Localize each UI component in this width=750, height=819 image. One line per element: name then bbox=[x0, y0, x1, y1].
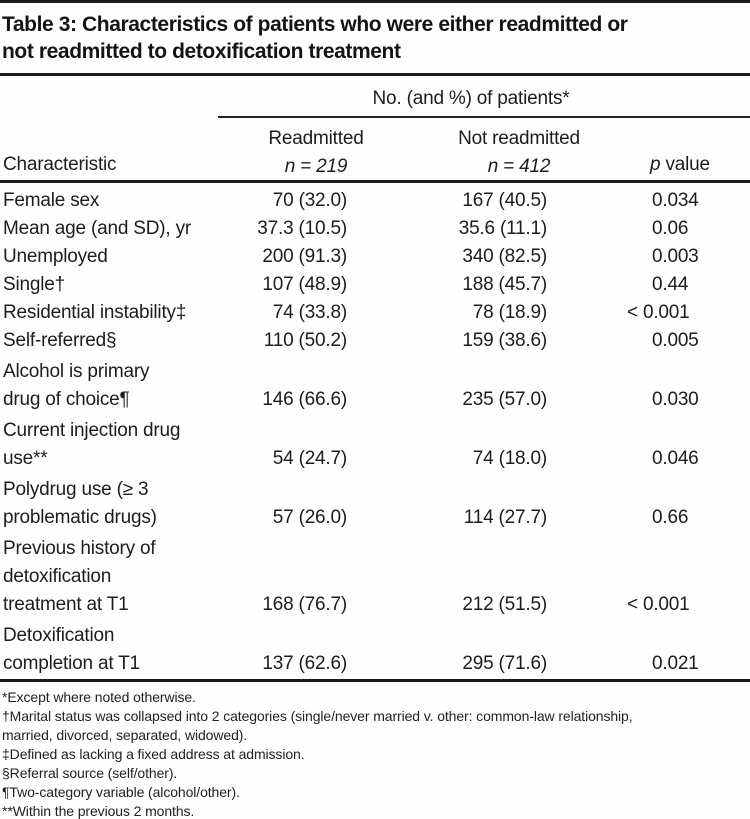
top-rule bbox=[0, 0, 750, 3]
characteristic-cell: Female sex bbox=[3, 190, 100, 211]
not-readmitted-cell: 74 (18.0) bbox=[472, 448, 547, 469]
table-row: Alcohol is primary drug of choice¶ 146 (6… bbox=[0, 358, 750, 414]
characteristic-cell: Unemployed bbox=[3, 246, 108, 267]
column-header-p-value: p value bbox=[650, 154, 710, 176]
footnote: ‡Defined as lacking a fixed address at a… bbox=[2, 746, 305, 762]
footnotes: *Except where noted otherwise. †Marital s… bbox=[2, 688, 750, 819]
readmitted-cell: 74 (33.8) bbox=[272, 302, 347, 323]
footnote: *Except where noted otherwise. bbox=[2, 689, 196, 705]
column-headers: Characteristic Readmitted n = 219 Not re… bbox=[0, 118, 750, 180]
not-readmitted-cell: 35.6 (11.1) bbox=[458, 218, 547, 239]
readmitted-cell: 146 (66.6) bbox=[262, 389, 347, 410]
p-value-cell: < 0.001 bbox=[627, 302, 690, 323]
p-value-cell: 0.030 bbox=[652, 389, 699, 410]
spanner-header: No. (and %) of patients* bbox=[372, 88, 570, 109]
table-row: Self-referred§ 110 (50.2) 159 (38.6) 0.005 bbox=[0, 327, 750, 355]
characteristic-cell: Alcohol is primary drug of choice¶ bbox=[3, 361, 150, 410]
readmitted-cell: 54 (24.7) bbox=[272, 448, 347, 469]
characteristic-cell: Self-referred§ bbox=[3, 330, 117, 351]
not-readmitted-cell: 114 (27.7) bbox=[463, 507, 547, 528]
p-value-cell: 0.44 bbox=[652, 274, 689, 295]
table-body: Female sex 70 (32.0) 167 (40.5) 0.034 Mean a… bbox=[0, 183, 750, 678]
not-readmitted-cell: 188 (45.7) bbox=[462, 274, 547, 295]
readmitted-n: n = 219 bbox=[284, 156, 348, 177]
table-title: Table 3: Characteristics of patients who… bbox=[2, 13, 628, 63]
readmitted-cell: 200 (91.3) bbox=[262, 246, 347, 267]
not-readmitted-cell: 212 (51.5) bbox=[462, 594, 547, 615]
p-value-cell: 0.003 bbox=[652, 246, 699, 267]
characteristic-cell: Single† bbox=[3, 274, 65, 295]
not-readmitted-cell: 78 (18.9) bbox=[472, 302, 547, 323]
not-readmitted-cell: 340 (82.5) bbox=[462, 246, 547, 267]
spanner-rule bbox=[218, 116, 750, 118]
readmitted-cell: 70 (32.0) bbox=[272, 190, 347, 211]
column-header-not-readmitted: Not readmitted n = 412 bbox=[443, 125, 595, 181]
footnote: §Referral source (self/other). bbox=[2, 765, 178, 781]
not-readmitted-n: n = 412 bbox=[487, 156, 551, 177]
title-rule bbox=[0, 73, 750, 76]
footnote: ¶Two-category variable (alcohol/other). bbox=[2, 784, 240, 800]
readmitted-cell: 110 (50.2) bbox=[263, 330, 347, 351]
p-value-cell: 0.034 bbox=[652, 190, 699, 211]
table-row: Detoxification completion at T1 137 (62.6… bbox=[0, 622, 750, 678]
characteristic-cell: Residential instability‡ bbox=[3, 302, 187, 323]
characteristic-cell: Detoxification completion at T1 bbox=[3, 625, 140, 674]
not-readmitted-cell: 235 (57.0) bbox=[462, 389, 547, 410]
table-row: Unemployed 200 (91.3) 340 (82.5) 0.003 bbox=[0, 243, 750, 271]
characteristic-cell: Previous history of detoxification treat… bbox=[3, 538, 156, 615]
footnote: **Within the previous 2 months. bbox=[2, 803, 195, 819]
p-value-cell: 0.66 bbox=[652, 507, 689, 528]
p-value-cell: < 0.001 bbox=[627, 594, 690, 615]
p-value-cell: 0.06 bbox=[652, 218, 689, 239]
not-readmitted-cell: 167 (40.5) bbox=[462, 190, 547, 211]
characteristic-cell: Current injection drug use** bbox=[3, 420, 181, 469]
not-readmitted-cell: 295 (71.6) bbox=[462, 653, 547, 674]
readmitted-cell: 168 (76.7) bbox=[262, 594, 347, 615]
table-row: Residential instability‡ 74 (33.8) 78 (18.… bbox=[0, 299, 750, 327]
readmitted-label: Readmitted bbox=[268, 128, 364, 149]
p-value-cell: 0.021 bbox=[652, 653, 699, 674]
table-row: Previous history of detoxification treat… bbox=[0, 535, 750, 619]
readmitted-cell: 107 (48.9) bbox=[262, 274, 347, 295]
characteristic-cell: Polydrug use (≥ 3 problematic drugs) bbox=[3, 479, 157, 528]
readmitted-cell: 37.3 (10.5) bbox=[257, 218, 347, 239]
table-row: Polydrug use (≥ 3 problematic drugs) 57 (… bbox=[0, 476, 750, 532]
not-readmitted-cell: 159 (38.6) bbox=[462, 330, 547, 351]
header-rule bbox=[0, 180, 750, 183]
table-row: Single† 107 (48.9) 188 (45.7) 0.44 bbox=[0, 271, 750, 299]
characteristic-cell: Mean age (and SD), yr bbox=[3, 218, 191, 239]
readmitted-cell: 137 (62.6) bbox=[262, 653, 347, 674]
table-row: Mean age (and SD), yr 37.3 (10.5) 35.6 (11… bbox=[0, 215, 750, 243]
footnote: †Marital status was collapsed into 2 cat… bbox=[2, 708, 633, 743]
not-readmitted-label: Not readmitted bbox=[458, 128, 580, 149]
p-value-cell: 0.005 bbox=[652, 330, 699, 351]
column-header-readmitted: Readmitted n = 219 bbox=[240, 125, 392, 181]
p-symbol: p bbox=[650, 154, 661, 175]
bottom-rule bbox=[0, 679, 750, 682]
table-row: Female sex 70 (32.0) 167 (40.5) 0.034 bbox=[0, 187, 750, 215]
readmitted-cell: 57 (26.0) bbox=[272, 507, 347, 528]
column-header-characteristic: Characteristic bbox=[3, 154, 117, 175]
table-row: Current injection drug use** 54 (24.7) 74 … bbox=[0, 417, 750, 473]
p-value-cell: 0.046 bbox=[652, 448, 699, 469]
p-value-word: value bbox=[660, 154, 710, 175]
